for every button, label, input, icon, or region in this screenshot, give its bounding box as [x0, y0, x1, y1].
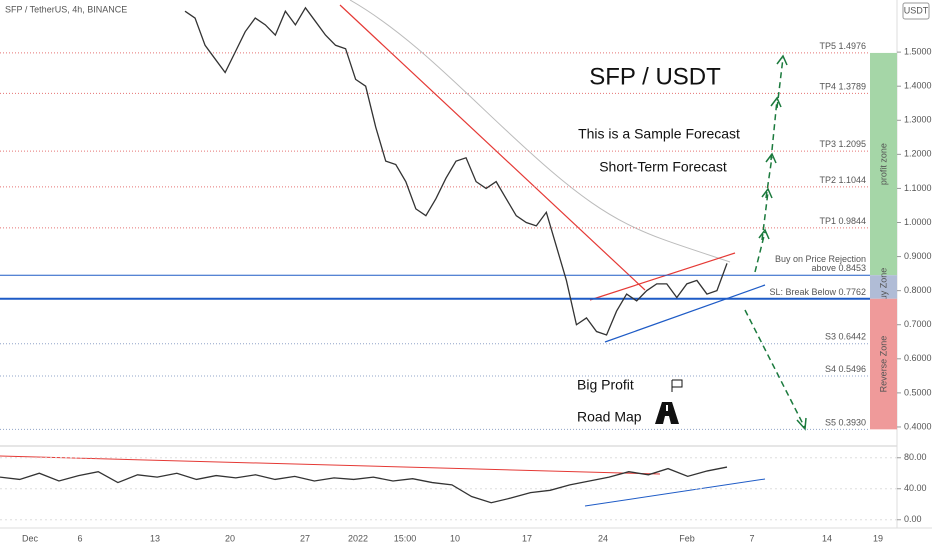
level-label-line: S5 0.3930: [825, 418, 866, 428]
level-label-line: TP3 1.2095: [819, 139, 866, 149]
trendline: [604, 284, 766, 343]
x-tick-label: 20: [225, 533, 235, 543]
y-tick-label: 0.7000: [904, 319, 932, 329]
flag-icon: [671, 379, 683, 392]
level-label: TP3 1.2095: [819, 139, 866, 149]
currency-box: [902, 2, 930, 20]
y-tick-label: 0.9000: [904, 251, 932, 261]
x-tick-label: 6: [77, 533, 82, 543]
y-tick-label: 1.5000: [904, 46, 932, 56]
y-tick-label: 1.0000: [904, 217, 932, 227]
level-label-line: SL: Break Below 0.7762: [769, 287, 866, 297]
annotation: Big Profit: [577, 377, 634, 393]
zone: [870, 298, 897, 430]
level-label: S5 0.3930: [825, 418, 866, 428]
level-label-line: TP2 1.1044: [819, 175, 866, 185]
level-label-line: S3 0.6442: [825, 332, 866, 342]
y-tick-label: 0.6000: [904, 353, 932, 363]
y-tick-label: 1.1000: [904, 183, 932, 193]
rsi-trendline: [584, 478, 766, 507]
y-tick-label: 0.00: [904, 514, 922, 524]
title: SFP / USDT: [589, 63, 721, 90]
y-tick-label: 0.4000: [904, 421, 932, 431]
level-label-line: TP1 0.9844: [819, 216, 866, 226]
x-tick-label: 14: [822, 533, 832, 543]
zone: [870, 275, 897, 299]
level-label-line: TP5 1.4976: [819, 41, 866, 51]
y-tick-label: 1.4000: [904, 81, 932, 91]
x-tick-label: 17: [522, 533, 532, 543]
zone-label: Reverse Zone: [878, 336, 888, 393]
x-tick-label: 27: [300, 533, 310, 543]
currency: USDT: [904, 5, 929, 15]
price-line: [0, 466, 728, 504]
x-tick-label: 7: [749, 533, 754, 543]
annotation: Short-Term Forecast: [599, 159, 727, 175]
x-tick-label: 13: [150, 533, 160, 543]
level-label-line: Buy on Price Rejection: [775, 255, 866, 265]
forecast-path: [744, 57, 806, 429]
level-label: S4 0.5496: [825, 364, 866, 374]
x-tick-label: Dec: [22, 533, 39, 543]
road-icon-line: [666, 405, 668, 411]
level-label-line: S4 0.5496: [825, 364, 866, 374]
rsi-trendline: [0, 455, 661, 475]
level-label: TP1 0.9844: [819, 216, 866, 226]
x-tick-label: 2022: [348, 533, 368, 543]
level-label: TP2 1.1044: [819, 175, 866, 185]
annotation: Road Map: [577, 409, 642, 425]
level-label: S3 0.6442: [825, 332, 866, 342]
y-tick-label: 40.00: [904, 483, 927, 493]
y-tick-label: 80.00: [904, 452, 927, 462]
level-label: TP4 1.3789: [819, 82, 866, 92]
trendline: [589, 252, 736, 301]
zone-label: profit zone: [878, 143, 888, 185]
arrow-heads: [758, 54, 807, 431]
level-label: SL: Break Below 0.7762: [769, 287, 866, 297]
x-tick-label: 15:00: [394, 533, 417, 543]
symbol: SFP / TetherUS, 4h, BINANCE: [5, 4, 127, 14]
level-label-line: above 0.8453: [811, 264, 866, 274]
price-line: [184, 6, 728, 336]
x-tick-label: Feb: [679, 533, 695, 543]
y-tick-label: 0.5000: [904, 387, 932, 397]
subtitle: This is a Sample Forecast: [578, 126, 740, 142]
x-tick-label: 19: [873, 533, 883, 543]
x-tick-label: 24: [598, 533, 608, 543]
zone-label: Buy Zone: [878, 268, 888, 307]
road-icon: [655, 402, 679, 424]
level-label-line: TP4 1.3789: [819, 82, 866, 92]
y-tick-label: 0.8000: [904, 285, 932, 295]
level-label: Buy on Price Rejection above 0.8453: [775, 255, 866, 274]
level-label: TP5 1.4976: [819, 41, 866, 51]
x-tick-label: 10: [450, 533, 460, 543]
zone: [870, 52, 897, 276]
y-tick-label: 1.3000: [904, 115, 932, 125]
moving-average: [349, 0, 731, 263]
y-tick-label: 1.2000: [904, 149, 932, 159]
